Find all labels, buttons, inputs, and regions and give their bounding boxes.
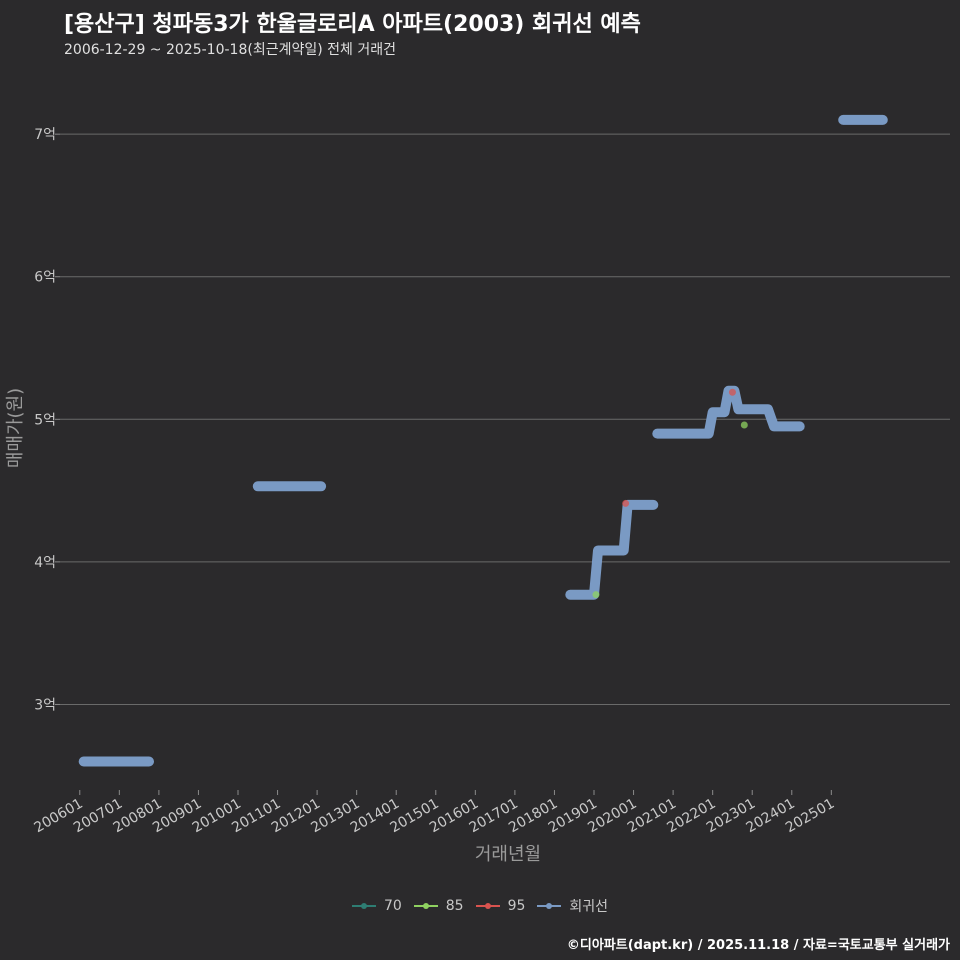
legend-swatch: [475, 900, 500, 912]
data-points: [592, 388, 748, 599]
y-tick-label: 6억: [34, 270, 56, 286]
y-ticks: 3억 4억 5억 6억 7억: [34, 127, 60, 713]
y-tick-label: 5억: [34, 412, 56, 428]
legend-swatch: [351, 900, 376, 912]
x-ticks: 2006012007012008012009012010012011012012…: [31, 790, 837, 836]
grid-lines: [60, 133, 950, 705]
x-axis-label: 거래년월: [475, 844, 541, 865]
legend-item: 회귀선: [537, 896, 608, 916]
legend-swatch: [537, 900, 562, 912]
regression-segment: [652, 385, 805, 439]
legend-label: 85: [445, 898, 464, 914]
legend-label: 회귀선: [569, 899, 609, 915]
chart-title: [용산구] 청파동3가 한울글로리A 아파트(2003) 회귀선 예측: [64, 12, 641, 37]
data-point-95: [622, 499, 630, 507]
legend-label: 70: [383, 898, 402, 914]
y-tick-label: 4억: [34, 555, 56, 571]
legend-label: 95: [507, 898, 526, 914]
legend-swatch: [413, 900, 438, 912]
y-axis-label: 매매가(원): [5, 388, 26, 468]
regression-segment: [565, 499, 659, 600]
data-point-85: [592, 591, 600, 599]
data-point-85: [740, 421, 748, 429]
legend-item: 70: [351, 898, 402, 914]
legend-item: 95: [475, 898, 526, 914]
data-point-95: [728, 388, 736, 396]
chart-subtitle: 2006-12-29 ~ 2025-10-18(최근계약일) 전체 거래건: [64, 42, 396, 58]
legend: 70 85 95 회귀선: [0, 896, 960, 916]
footer-credit: ©디아파트(dapt.kr) / 2025.11.18 / 자료=국토교통부 실…: [566, 938, 950, 953]
legend-item: 85: [413, 898, 464, 914]
y-tick-label: 3억: [34, 697, 56, 713]
y-tick-label: 7억: [34, 127, 56, 143]
regression-lines: [78, 114, 888, 767]
